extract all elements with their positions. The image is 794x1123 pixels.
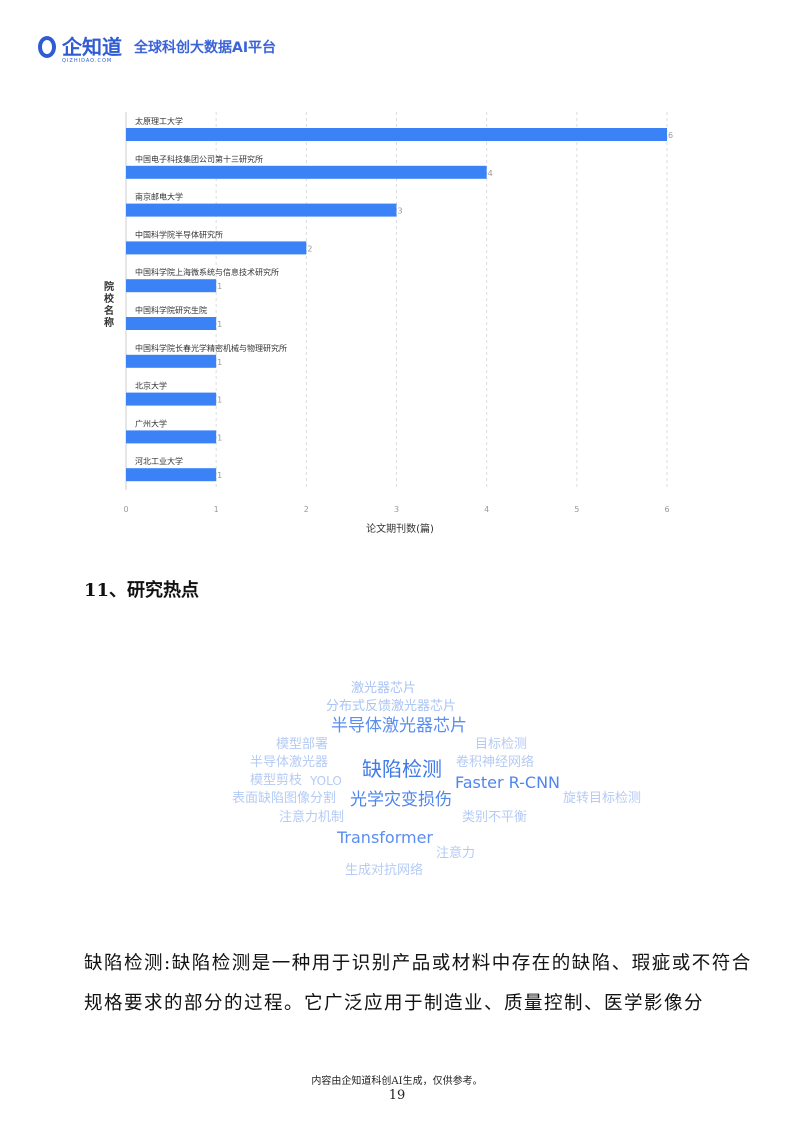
word-cloud-term: 光学灾变损伤 xyxy=(350,790,452,810)
x-tick-label: 1 xyxy=(214,505,219,514)
page-number: 19 xyxy=(388,1088,406,1103)
bar xyxy=(126,317,217,330)
category-label: 中国科学院上海微系统与信息技术研究所 xyxy=(135,267,279,277)
paragraph: 缺陷检测:缺陷检测是一种用于识别产品或材料中存在的缺陷、瑕疵或不符合规格要求的部… xyxy=(84,953,752,1014)
bar xyxy=(126,241,307,255)
bar xyxy=(126,468,217,482)
word-cloud: 激光器芯片分布式反馈激光器芯片半导体激光器芯片 模型部署 目标检测半导体激光器 卷积神… xyxy=(232,681,642,878)
word-cloud-term: 半导体激光器芯片 xyxy=(331,716,467,736)
logo-icon xyxy=(38,36,56,58)
word-cloud-term: 卷积神经网络 xyxy=(456,755,535,770)
word-cloud-term: 表面缺陷图像分割 xyxy=(232,791,337,806)
data-label: 1 xyxy=(217,320,222,329)
x-axis-title: 论文期刊数(篇) xyxy=(366,524,434,535)
data-label: 2 xyxy=(307,244,312,253)
footer-note: 内容由企知道科创AI生成，仅供参考。 xyxy=(311,1076,483,1087)
data-label: 4 xyxy=(488,169,493,178)
logo: 企知道 QIZHIDAO.COM 全球科创大数据AI平台 xyxy=(38,35,277,64)
word-cloud-term: 模型剪枝 xyxy=(250,773,303,788)
category-label: 北京大学 xyxy=(135,381,167,391)
section-title: 11、研究热点 xyxy=(84,580,200,601)
word-cloud-term: 半导体激光器 xyxy=(250,755,329,770)
bar xyxy=(126,128,667,141)
logo-slogan: 全球科创大数据AI平台 xyxy=(134,40,277,56)
word-cloud-term: 模型部署 xyxy=(276,737,329,752)
word-cloud-term: Transformer xyxy=(337,828,434,847)
data-label: 1 xyxy=(217,396,222,405)
data-label: 1 xyxy=(217,282,222,291)
category-label: 中国科学院研究生院 xyxy=(135,305,207,315)
data-label: 6 xyxy=(668,131,673,140)
category-label: 中国科学院长春光学精密机械与物理研究所 xyxy=(135,343,287,353)
bar-chart: 0 1 2 3 4 5 6 太原理工大学 6 中国电子科技集团公司第十三研究所 4 南京邮电大学 3 中国… xyxy=(123,112,673,514)
x-tick-label: 5 xyxy=(574,505,579,514)
word-cloud-term: 目标检测 xyxy=(475,737,528,752)
word-cloud-term: 激光器芯片 xyxy=(351,681,417,696)
bar xyxy=(126,354,217,368)
data-label: 1 xyxy=(217,471,222,480)
word-cloud-term: 注意力机制 xyxy=(279,810,345,825)
word-cloud-term: 旋转目标检测 xyxy=(563,791,642,806)
x-tick-label: 4 xyxy=(484,505,489,514)
word-cloud-term: 生成对抗网络 xyxy=(345,863,424,878)
data-label: 3 xyxy=(398,207,403,216)
logo-sub: QIZHIDAO.COM xyxy=(62,58,113,64)
x-tick-label: 0 xyxy=(123,505,128,514)
category-label: 南京邮电大学 xyxy=(135,192,183,202)
bar xyxy=(126,165,487,179)
bar xyxy=(126,430,217,444)
y-axis-title: 院校名称 xyxy=(104,282,114,329)
word-cloud-term: 类别不平衡 xyxy=(462,810,528,825)
logo-name: 企知道 xyxy=(62,35,122,59)
x-tick-label: 2 xyxy=(304,505,309,514)
data-label: 1 xyxy=(217,433,222,442)
category-label: 中国科学院半导体研究所 xyxy=(135,229,223,239)
word-cloud-term: Faster R-CNN xyxy=(455,773,561,792)
word-cloud-term: YOLO xyxy=(310,774,342,788)
category-label: 广州大学 xyxy=(135,418,167,428)
category-label: 河北工业大学 xyxy=(135,456,183,466)
word-cloud-term: 注意力 xyxy=(436,846,476,861)
bar xyxy=(126,203,397,217)
x-tick-label: 6 xyxy=(664,505,669,514)
category-label: 太原理工大学 xyxy=(135,116,183,126)
bar xyxy=(126,279,217,293)
word-cloud-term: 缺陷检测 xyxy=(362,757,442,781)
x-tick-label: 3 xyxy=(394,505,399,514)
word-cloud-term: 分布式反馈激光器芯片 xyxy=(326,699,457,714)
data-label: 1 xyxy=(217,358,222,367)
bar xyxy=(126,392,217,406)
category-label: 中国电子科技集团公司第十三研究所 xyxy=(135,154,263,164)
